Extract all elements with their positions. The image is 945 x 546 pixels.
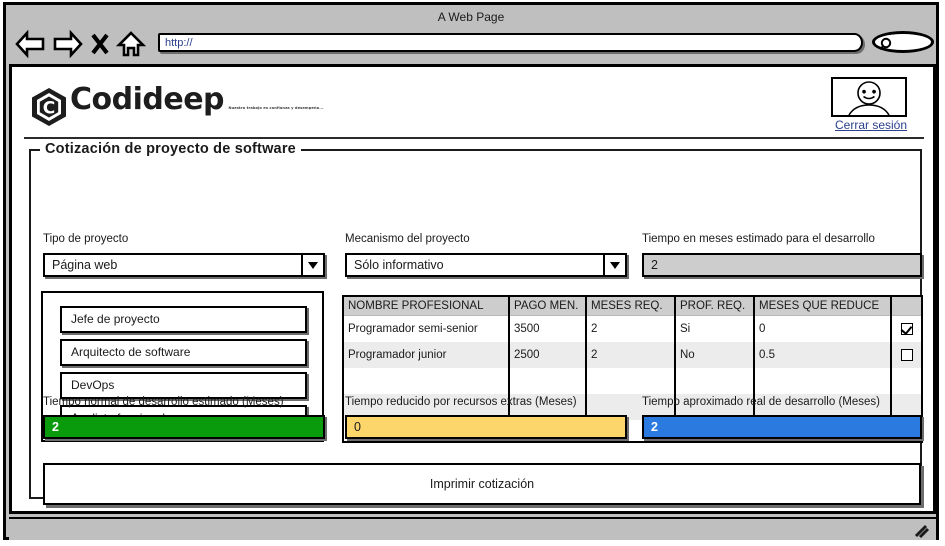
svg-text:C: C xyxy=(43,99,55,119)
cell-pay xyxy=(509,368,587,394)
cell-months-reduce: 0 xyxy=(754,315,892,342)
real-time-label: Tiempo aproximado real de desarrollo (Me… xyxy=(642,396,880,408)
browser-window: A Web Page xyxy=(3,2,939,540)
real-time-value: 2 xyxy=(651,420,658,434)
table-row[interactable]: Programador semi-senior 3500 2 Si 0 xyxy=(344,315,921,342)
cell-months-req: 2 xyxy=(586,315,676,342)
column-header-prof-req[interactable]: PROF. REQ. xyxy=(675,297,755,316)
cell-months-reduce: 0.5 xyxy=(754,342,892,368)
reduced-time-field[interactable]: 0 xyxy=(345,415,627,439)
window-title-bar: A Web Page xyxy=(6,5,936,29)
cell-select[interactable] xyxy=(891,342,921,368)
brand-name: Codideep xyxy=(70,82,225,117)
project-mechanism-select[interactable]: Sólo informativo xyxy=(345,253,627,277)
web-page-content: C Codideep Nuestro trabajo es confianza … xyxy=(9,64,936,514)
estimated-months-value: 2 xyxy=(651,258,658,272)
url-bar[interactable]: http:// xyxy=(158,33,863,52)
chevron-down-icon[interactable] xyxy=(603,255,625,275)
column-header-select[interactable] xyxy=(891,297,921,316)
estimated-months-label: Tiempo en meses estimado para el desarro… xyxy=(642,233,875,245)
chevron-down-icon[interactable] xyxy=(301,255,323,275)
logout-link[interactable]: Cerrar sesión xyxy=(834,118,908,132)
cell-pay: 2500 xyxy=(509,342,587,368)
project-mechanism-value: Sólo informativo xyxy=(354,258,444,272)
resize-handle-icon[interactable] xyxy=(914,524,930,539)
project-type-label: Tipo de proyecto xyxy=(43,233,129,245)
cell-months-req xyxy=(586,368,676,394)
column-header-months-req[interactable]: MESES REQ. xyxy=(586,297,676,316)
brand-tagline: Nuestro trabajo es confianza y desempeño… xyxy=(228,106,324,110)
url-text: http:// xyxy=(165,37,193,49)
row-checkbox-checked[interactable] xyxy=(900,322,913,335)
table-header-row: NOMBRE PROFESIONAL PAGO MEN. MESES REQ. … xyxy=(344,297,921,316)
user-avatar-icon xyxy=(831,77,907,117)
list-item-label: Arquitecto de software xyxy=(71,345,191,359)
list-item-label: DevOps xyxy=(71,378,115,392)
normal-time-label: Tiempo normal de desarrollo estimado (Me… xyxy=(43,396,284,408)
table-row[interactable] xyxy=(344,368,921,394)
cell-prof-req xyxy=(675,368,755,394)
arrow-left-icon[interactable] xyxy=(14,30,46,58)
cell-prof-req: Si xyxy=(675,315,755,342)
project-type-value: Página web xyxy=(52,258,118,272)
cell-pay: 3500 xyxy=(509,315,587,342)
normal-time-value: 2 xyxy=(52,420,59,434)
header-divider xyxy=(24,137,924,139)
normal-time-field[interactable]: 2 xyxy=(43,415,325,439)
cell-select[interactable] xyxy=(891,315,921,342)
home-icon[interactable] xyxy=(116,30,146,58)
reduced-time-label: Tiempo reducido por recursos extras (Mes… xyxy=(345,396,577,408)
project-type-select[interactable]: Página web xyxy=(43,253,325,277)
list-item-label: Jefe de proyecto xyxy=(71,312,160,326)
list-item[interactable]: DevOps xyxy=(60,372,307,399)
table-row[interactable]: Programador junior 2500 2 No 0.5 xyxy=(344,342,921,368)
list-item[interactable]: Arquitecto de software xyxy=(60,339,307,366)
arrow-right-icon[interactable] xyxy=(52,30,84,58)
window-title: A Web Page xyxy=(437,10,505,24)
cell-select[interactable] xyxy=(891,368,921,394)
print-quotation-button[interactable]: Imprimir cotización xyxy=(43,463,921,505)
close-x-icon[interactable] xyxy=(90,30,110,58)
hexagon-c-logo-icon: C xyxy=(30,87,68,132)
print-quotation-label: Imprimir cotización xyxy=(429,477,535,491)
column-header-name[interactable]: NOMBRE PROFESIONAL xyxy=(344,297,510,316)
list-item[interactable]: Jefe de proyecto xyxy=(60,306,307,333)
estimated-months-field[interactable]: 2 xyxy=(642,253,922,277)
magnifier-icon xyxy=(879,37,895,56)
browser-status-bar xyxy=(9,517,936,540)
row-checkbox-unchecked[interactable] xyxy=(900,348,913,361)
page-title: Cotización de proyecto de software xyxy=(40,141,301,157)
column-header-pay[interactable]: PAGO MEN. xyxy=(509,297,587,316)
column-header-months-reduce[interactable]: MESES QUE REDUCE xyxy=(754,297,892,316)
brand-logo: C Codideep Nuestro trabajo es confianza … xyxy=(30,85,324,132)
real-time-field[interactable]: 2 xyxy=(642,415,922,439)
cell-name: Programador semi-senior xyxy=(344,315,510,342)
reduced-time-value: 0 xyxy=(354,420,361,434)
project-mechanism-label: Mecanismo del proyecto xyxy=(345,233,470,245)
cell-months-req: 2 xyxy=(586,342,676,368)
cell-name: Programador junior xyxy=(344,342,510,368)
cell-name xyxy=(344,368,510,394)
cell-months-reduce xyxy=(754,368,892,394)
account-block: Cerrar sesión xyxy=(831,77,911,132)
search-button[interactable] xyxy=(872,31,934,53)
cell-prof-req: No xyxy=(675,342,755,368)
